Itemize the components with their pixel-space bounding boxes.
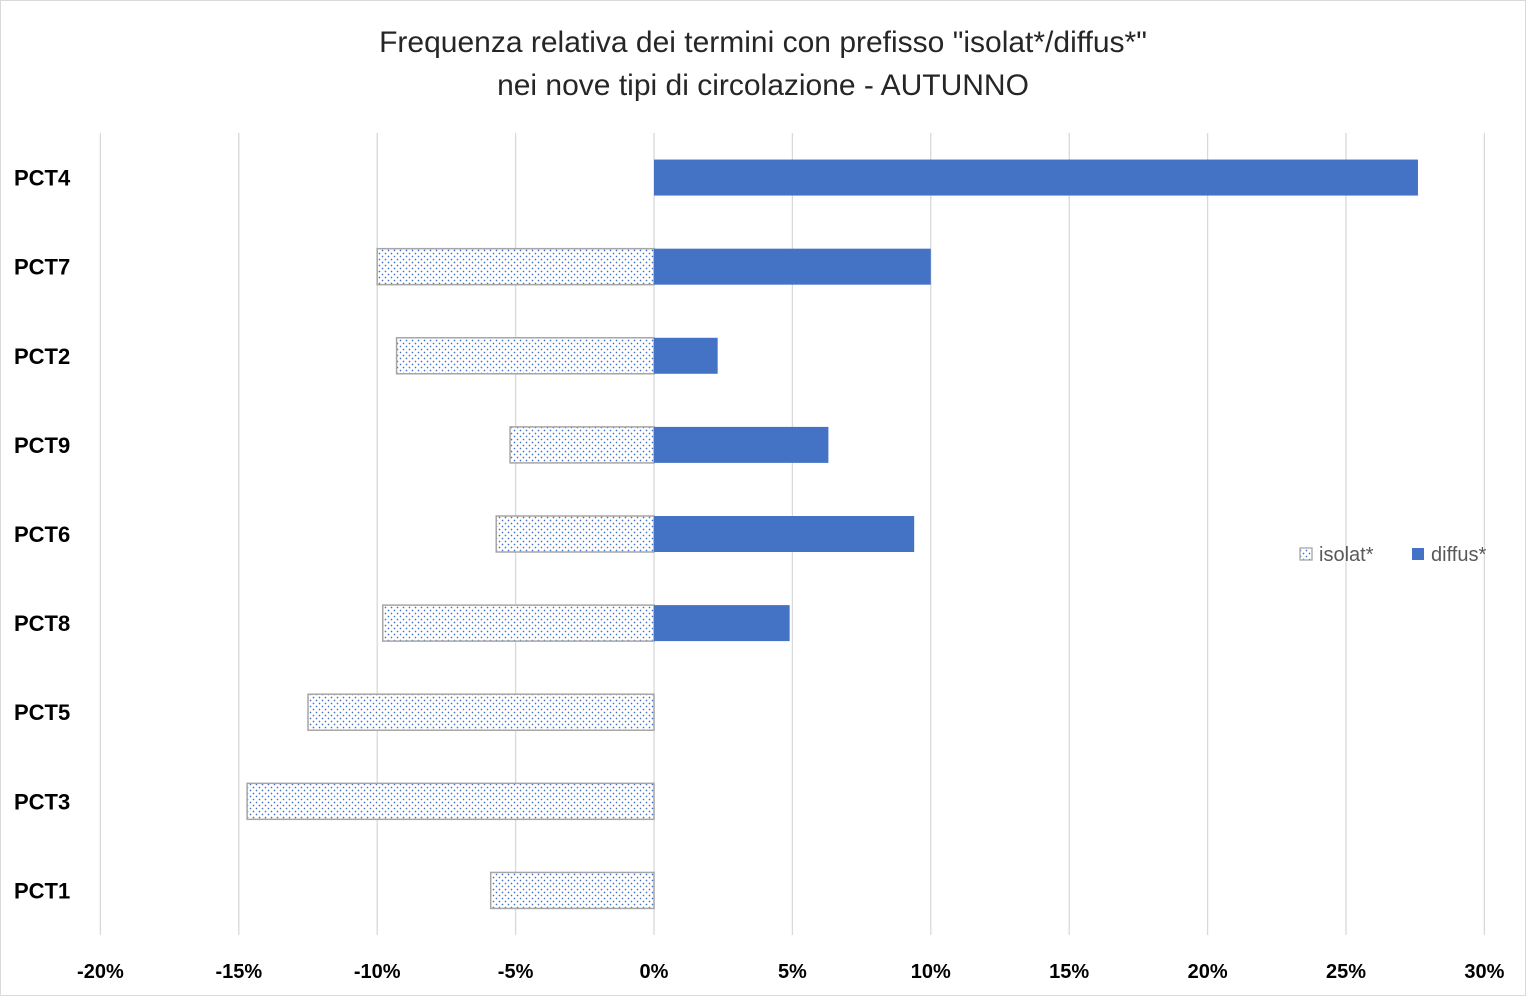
bar-isolat-pct8 — [381, 604, 655, 642]
legend: isolat* diffus* — [1299, 544, 1486, 566]
x-tick-label: 20% — [1188, 961, 1228, 983]
legend-swatch-diffus — [1412, 548, 1424, 560]
category-axis-labels: PCT4 PCT7 PCT2 PCT9 PCT6 PCT8 PCT5 PCT3 PCT1 — [14, 166, 71, 904]
bar-diffus-pct6 — [654, 516, 915, 552]
x-tick-label: 10% — [911, 961, 951, 983]
x-tick-label: 30% — [1464, 961, 1504, 983]
category-label: PCT7 — [14, 255, 70, 280]
x-tick-label: -15% — [215, 961, 262, 983]
bars — [246, 159, 1418, 910]
x-tick-label: -5% — [498, 961, 534, 983]
bar-diffus-pct8 — [654, 605, 790, 642]
x-tick-label: 15% — [1049, 961, 1089, 983]
bar-diffus-pct4 — [654, 159, 1418, 196]
category-label: PCT3 — [14, 789, 70, 814]
legend-label: isolat* — [1319, 544, 1374, 566]
bar-isolat-pct2 — [395, 337, 655, 375]
chart-title-line-2: nei nove tipi di circolazione - AUTUNNO — [497, 69, 1029, 102]
legend-item-diffus: diffus* — [1412, 544, 1486, 566]
bar-isolat-pct9 — [509, 426, 655, 464]
bar-isolat-pct7 — [376, 247, 655, 286]
x-tick-label: 25% — [1326, 961, 1366, 983]
bar-diffus-pct2 — [654, 337, 718, 374]
category-label: PCT8 — [14, 611, 70, 636]
legend-label: diffus* — [1431, 544, 1486, 566]
bar-isolat-pct3 — [246, 782, 655, 821]
chart-title-line-1: Frequenza relativa dei termini con prefi… — [379, 26, 1147, 59]
chart-title: Frequenza relativa dei termini con prefi… — [379, 26, 1147, 102]
category-label: PCT4 — [14, 166, 71, 191]
x-tick-label: 0% — [640, 961, 669, 983]
category-label: PCT1 — [14, 878, 70, 903]
bar-diffus-pct9 — [654, 426, 829, 463]
category-label: PCT6 — [14, 522, 70, 547]
category-label: PCT5 — [14, 700, 70, 725]
bar-isolat-pct6 — [495, 515, 655, 553]
x-tick-label: 5% — [778, 961, 807, 983]
bar-isolat-pct1 — [489, 871, 655, 910]
legend-swatch-isolat — [1299, 547, 1313, 561]
x-tick-label: -20% — [77, 961, 124, 983]
x-axis-tick-labels: -20% -15% -10% -5% 0% 5% 10% 15% 20% 25% 30% — [77, 961, 1505, 983]
legend-item-isolat: isolat* — [1299, 544, 1374, 566]
category-label: PCT9 — [14, 433, 70, 458]
category-label: PCT2 — [14, 344, 70, 369]
bar-isolat-pct5 — [307, 693, 655, 731]
bar-diffus-pct7 — [654, 248, 931, 285]
x-tick-label: -10% — [354, 961, 401, 983]
